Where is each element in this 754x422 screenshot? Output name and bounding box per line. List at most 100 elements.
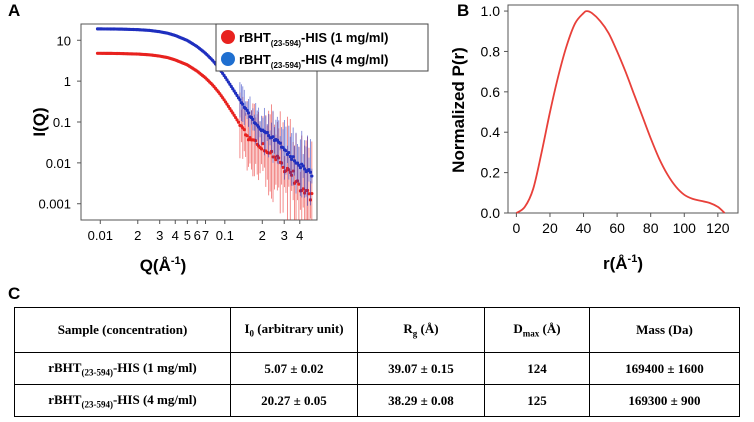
data-point — [274, 158, 278, 162]
data-point — [303, 167, 307, 171]
cell-sample-sub: (23-594) — [81, 399, 113, 410]
plot-b-y-tick-label: 0.0 — [481, 205, 501, 221]
header-i0: I0 (arbitrary unit) — [230, 307, 358, 353]
plot-a-x-tick-label: 2 — [134, 228, 141, 243]
data-point — [297, 163, 301, 167]
data-point — [281, 165, 285, 170]
data-point — [265, 130, 269, 135]
data-point — [232, 89, 236, 93]
cell-rg: 38.29 ± 0.08 — [357, 384, 485, 417]
plot-b-ticks: 0 20 40 60 80 100 120 0.0 0.2 0.4 0.6 0.8 1.0 — [481, 3, 730, 236]
data-point — [288, 154, 292, 159]
data-point — [272, 155, 277, 159]
legend-entry-4mg-sub: (23-594) — [271, 61, 302, 70]
plot-a-y-tick-label: 10 — [57, 33, 71, 48]
legend-entry-4mg-rest: -HIS (4 mg/ml) — [301, 52, 388, 67]
data-point — [292, 159, 297, 163]
data-point — [238, 98, 242, 102]
cell-mass: 169400 ± 1600 — [589, 352, 740, 385]
data-point — [242, 127, 246, 132]
header-dmax-rest: (Å) — [539, 321, 561, 337]
plot-b-y-tick-label: 0.6 — [481, 84, 501, 100]
header-i0-sub: 0 — [249, 328, 255, 339]
plot-a-series-1 — [95, 27, 314, 206]
table-row: rBHT(23-594)-HIS (4 mg/ml) 20.27 ± 0.05 … — [14, 384, 740, 417]
data-point — [234, 91, 238, 95]
plot-a-series — [95, 27, 314, 220]
data-point — [307, 168, 311, 172]
panel-label-c: C — [8, 284, 21, 303]
plot-a-y-axis-label: I(Q) — [30, 107, 49, 136]
data-point — [271, 135, 275, 139]
cell-i0: 5.07 ± 0.02 — [230, 352, 358, 385]
plot-a-x-axis-label-sup: -1 — [171, 255, 181, 267]
legend-swatch-red — [221, 30, 235, 44]
header-i0-main: I — [244, 321, 250, 337]
plot-a-y-tick-label: 0.01 — [46, 156, 71, 171]
data-point — [310, 191, 314, 196]
plot-a-x-tick-label: 7 — [202, 228, 209, 243]
plot-a-x-tick-label: 5 — [184, 228, 191, 243]
plot-a-x-tick-label: 4 — [172, 228, 179, 243]
plot-a-x-tick-label: 2 — [259, 228, 266, 243]
header-mass: Mass (Da) — [589, 307, 740, 353]
plot-a-x-tick-label: 4 — [296, 228, 303, 243]
cell-sample-main: rBHT — [48, 391, 82, 407]
table-row: rBHT(23-594)-HIS (1 mg/ml) 5.07 ± 0.02 3… — [14, 352, 740, 385]
plot-a-x-tick-label: 3 — [281, 228, 288, 243]
header-dmax-sub: max — [522, 328, 540, 339]
cell-sample: rBHT(23-594)-HIS (1 mg/ml) — [14, 352, 231, 385]
cell-i0: 20.27 ± 0.05 — [230, 384, 358, 417]
legend-entry-4mg-main: rBHT — [239, 52, 271, 67]
data-point — [307, 192, 311, 196]
plot-b-x-tick-label: 60 — [609, 220, 625, 236]
cell-rg: 39.07 ± 0.15 — [357, 352, 485, 385]
cell-dmax: 125 — [484, 384, 590, 417]
plot-a-x-tick-label: 0.1 — [216, 228, 234, 243]
plot-b-x-axis-label: r(Å-1) — [603, 253, 643, 273]
plot-a-x-axis-label-close: ) — [181, 256, 187, 275]
plot-b-y-tick-label: 0.2 — [481, 165, 501, 181]
plot-b-y-tick-label: 0.8 — [481, 43, 501, 59]
plot-b-y-tick-label: 0.4 — [481, 124, 501, 140]
saxs-parameters-table-wrapper: Sample (concentration) I0 (arbitrary uni… — [14, 307, 740, 417]
data-point — [245, 134, 249, 138]
plot-a-x-axis-label-main: Q(Å — [140, 256, 171, 275]
data-point — [246, 111, 251, 115]
cell-sample-sub: (23-594) — [81, 367, 113, 378]
data-point — [310, 174, 314, 178]
distance-distribution-chart: 0 20 40 60 80 100 120 0.0 0.2 0.4 0.6 0.8 1.0 Normal… — [449, 3, 739, 273]
header-rg-main: R — [403, 321, 413, 337]
plot-a-x-tick-label: 0.01 — [88, 228, 113, 243]
header-rg-sub: g — [412, 328, 418, 339]
cell-mass: 169300 ± 900 — [589, 384, 740, 417]
legend-entry-1mg-sub: (23-594) — [271, 39, 302, 48]
header-sample: Sample (concentration) — [14, 307, 231, 353]
data-point — [232, 113, 236, 117]
cell-sample-rest: -HIS (4 mg/ml) — [112, 391, 197, 407]
saxs-parameters-table: Sample (concentration) I0 (arbitrary uni… — [14, 307, 740, 417]
data-point — [308, 170, 313, 174]
data-point — [287, 151, 291, 155]
data-point — [284, 149, 288, 153]
plot-a-y-tick-label: 0.001 — [38, 197, 71, 212]
data-point — [235, 118, 239, 122]
plot-b-x-tick-label: 0 — [512, 220, 520, 236]
plot-b-y-tick-label: 1.0 — [481, 3, 501, 19]
data-point — [234, 115, 238, 120]
header-rg-rest: (Å) — [417, 321, 439, 337]
panel-label-b: B — [457, 1, 470, 20]
pr-curve — [515, 10, 726, 214]
legend-box — [215, 23, 429, 72]
legend-entry-1mg: rBHT(23-594)-HIS (1 mg/ml) — [239, 30, 388, 48]
cell-sample-main: rBHT — [48, 359, 82, 375]
data-point — [297, 182, 301, 186]
plot-b-x-tick-label: 80 — [643, 220, 659, 236]
plot-a-series-0 — [95, 51, 314, 220]
legend-entry-1mg-main: rBHT — [239, 30, 271, 45]
plot-b-x-axis-label-close: ) — [637, 254, 643, 273]
header-rg: Rg (Å) — [357, 307, 485, 353]
data-point — [278, 141, 282, 145]
